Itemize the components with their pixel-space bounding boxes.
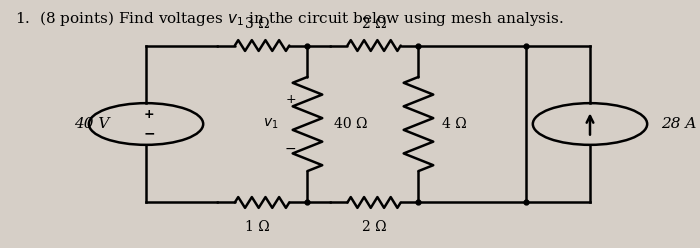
Text: 40 V: 40 V [74, 117, 109, 131]
Text: 1.  (8 points) Find voltages $v_1$ in the circuit below using mesh analysis.: 1. (8 points) Find voltages $v_1$ in the… [15, 9, 564, 28]
Text: +: + [144, 108, 155, 121]
Text: 3 Ω: 3 Ω [245, 17, 270, 31]
Text: −: − [144, 126, 155, 140]
Text: 2 Ω: 2 Ω [363, 17, 387, 31]
Text: 4 Ω: 4 Ω [442, 117, 467, 131]
Text: 1 Ω: 1 Ω [244, 220, 270, 234]
Text: −: − [285, 142, 297, 155]
Text: 40 Ω: 40 Ω [335, 117, 368, 131]
Text: $v_1$: $v_1$ [262, 117, 278, 131]
Text: 2 Ω: 2 Ω [363, 220, 387, 234]
Text: 28 A: 28 A [661, 117, 696, 131]
Text: +: + [286, 93, 296, 106]
